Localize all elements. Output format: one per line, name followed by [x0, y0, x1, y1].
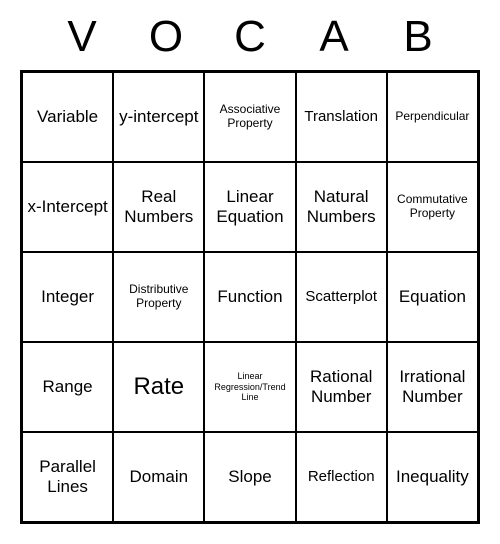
- bingo-cell: Linear Equation: [204, 162, 295, 252]
- bingo-cell: Perpendicular: [387, 72, 478, 162]
- bingo-cell: x-Intercept: [22, 162, 113, 252]
- bingo-cell: Translation: [296, 72, 387, 162]
- bingo-cell: Natural Numbers: [296, 162, 387, 252]
- header-letter: O: [124, 12, 208, 62]
- bingo-cell: Variable: [22, 72, 113, 162]
- bingo-cell: Rate: [113, 342, 204, 432]
- bingo-cell: Rational Number: [296, 342, 387, 432]
- bingo-cell: Parallel Lines: [22, 432, 113, 522]
- bingo-cell: Inequality: [387, 432, 478, 522]
- bingo-cell: Integer: [22, 252, 113, 342]
- bingo-cell: Irrational Number: [387, 342, 478, 432]
- bingo-cell: Slope: [204, 432, 295, 522]
- bingo-grid: Variabley-interceptAssociative PropertyT…: [20, 70, 480, 524]
- header-letter: B: [376, 12, 460, 62]
- bingo-cell: Commutative Property: [387, 162, 478, 252]
- bingo-cell: Reflection: [296, 432, 387, 522]
- bingo-cell: Real Numbers: [113, 162, 204, 252]
- bingo-cell: Scatterplot: [296, 252, 387, 342]
- header-letter: V: [40, 12, 124, 62]
- bingo-cell: Function: [204, 252, 295, 342]
- bingo-cell: Domain: [113, 432, 204, 522]
- bingo-cell: Linear Regression/Trend Line: [204, 342, 295, 432]
- bingo-cell: Range: [22, 342, 113, 432]
- bingo-cell: Equation: [387, 252, 478, 342]
- header-letter: C: [208, 12, 292, 62]
- bingo-cell: Associative Property: [204, 72, 295, 162]
- bingo-cell: Distributive Property: [113, 252, 204, 342]
- bingo-header: V O C A B: [20, 12, 480, 70]
- header-letter: A: [292, 12, 376, 62]
- bingo-cell: y-intercept: [113, 72, 204, 162]
